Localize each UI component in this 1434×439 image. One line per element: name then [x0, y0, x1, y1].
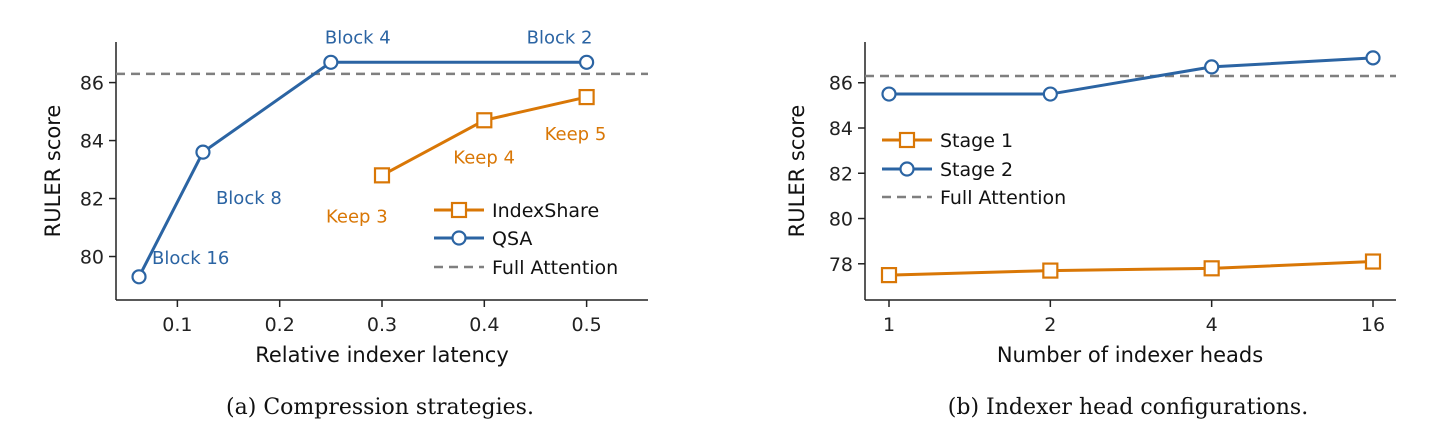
- chart-indexer-head-configurations: 1 2 4 16 78 80 82 84 86 Stage 1 Stage 2 Full At…: [785, 42, 1396, 420]
- y-tick-label: 86: [80, 73, 104, 95]
- point-label-keep-5: Keep 5: [545, 124, 607, 145]
- legend-item-qsa: QSA: [434, 228, 532, 250]
- caption-b: (b) Indexer head configurations.: [948, 395, 1308, 420]
- series-line-stage-2: [889, 56, 1374, 96]
- x-tick-label: 0.4: [469, 314, 499, 336]
- data-point: [373, 167, 391, 184]
- legend-item-indexshare: IndexShare: [434, 200, 599, 222]
- legend: Stage 1 Stage 2 Full Attention: [882, 130, 1066, 209]
- x-axis-label: Number of indexer heads: [997, 343, 1263, 367]
- data-point: [1042, 262, 1059, 279]
- y-tick-label: 84: [80, 131, 104, 153]
- legend-label-stage-2: Stage 2: [940, 159, 1013, 181]
- legend-item-full-attention: Full Attention: [434, 257, 618, 279]
- y-tick-label: 82: [829, 163, 853, 185]
- x-tick-label: 0.1: [162, 314, 192, 336]
- chart-compression-strategies: 0.1 0.2 0.3 0.4 0.5 80 82 84 86 Keep 3 Keep 4 Kee…: [41, 27, 648, 420]
- legend-label-full-attention: Full Attention: [940, 187, 1066, 209]
- x-tick-label: 0.3: [367, 314, 397, 336]
- caption-a: (a) Compression strategies.: [226, 395, 534, 420]
- point-label-block-8: Block 8: [216, 188, 282, 209]
- data-point: [1364, 253, 1382, 270]
- legend-label-stage-1: Stage 1: [940, 130, 1013, 152]
- y-axis-label: RULER score: [785, 105, 809, 238]
- data-point: [1042, 86, 1058, 102]
- point-label-block-16: Block 16: [152, 248, 229, 269]
- square-marker-icon: [450, 201, 468, 219]
- series-stage-2: [881, 50, 1381, 102]
- x-tick-label: 1: [883, 314, 895, 336]
- y-tick-label: 82: [80, 189, 104, 211]
- x-tick-label: 16: [1361, 314, 1385, 336]
- y-tick-label: 84: [829, 118, 853, 140]
- point-label-block-4: Block 4: [325, 27, 391, 48]
- data-point: [195, 144, 211, 160]
- y-tick-label: 80: [829, 209, 853, 231]
- y-tick-label: 78: [829, 254, 853, 276]
- series-stage-1: [880, 253, 1382, 284]
- legend-item-stage-2: Stage 2: [882, 159, 1013, 181]
- legend-label-qsa: QSA: [492, 228, 532, 250]
- x-tick-label: 2: [1044, 314, 1056, 336]
- data-point: [1204, 59, 1220, 75]
- data-point: [131, 269, 147, 285]
- y-axis-label: RULER score: [41, 105, 65, 238]
- data-point: [1203, 260, 1220, 277]
- circle-marker-icon: [899, 161, 915, 177]
- point-label-keep-3: Keep 3: [326, 206, 388, 227]
- series-indexshare: [373, 88, 595, 184]
- legend-label-indexshare: IndexShare: [492, 200, 599, 222]
- square-marker-icon: [898, 131, 916, 149]
- legend-item-stage-1: Stage 1: [882, 130, 1013, 152]
- data-point: [578, 88, 595, 106]
- data-point: [881, 86, 897, 102]
- point-label-block-2: Block 2: [527, 27, 593, 48]
- point-label-keep-4: Keep 4: [453, 147, 515, 168]
- series-line-qsa: [137, 60, 587, 278]
- x-tick-label: 4: [1206, 314, 1218, 336]
- y-tick-label: 80: [80, 247, 104, 269]
- x-tick-label: 0.5: [572, 314, 602, 336]
- data-point: [579, 54, 595, 70]
- circle-marker-icon: [451, 230, 467, 246]
- data-point: [1365, 50, 1381, 66]
- y-tick-label: 86: [829, 73, 853, 95]
- legend-label-full-attention: Full Attention: [492, 257, 618, 279]
- series-line-stage-1: [888, 260, 1374, 277]
- data-point: [476, 112, 493, 129]
- x-axis-label: Relative indexer latency: [255, 343, 509, 367]
- x-tick-label: 0.2: [265, 314, 295, 336]
- legend: IndexShare QSA Full Attention: [434, 200, 618, 279]
- legend-item-full-attention: Full Attention: [882, 187, 1066, 209]
- data-point: [323, 54, 339, 70]
- data-point: [880, 267, 898, 284]
- series-qsa: [131, 54, 595, 285]
